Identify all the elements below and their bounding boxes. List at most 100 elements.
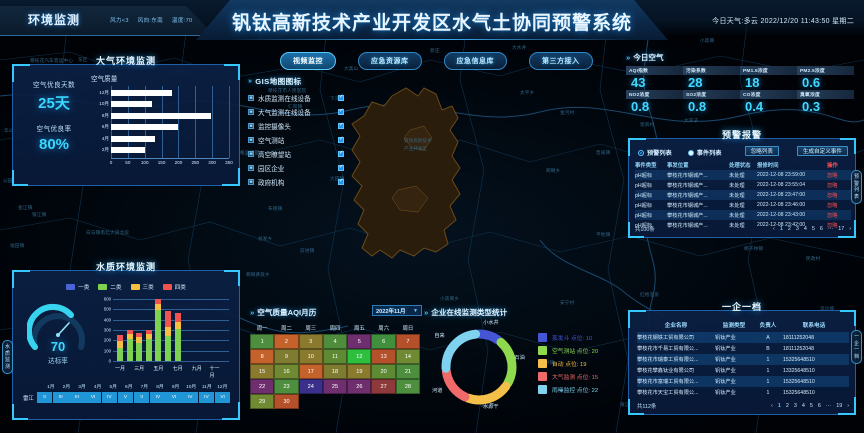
center-tab-2[interactable]: 应急信息库	[443, 52, 507, 70]
table-row[interactable]: 攀枝花市天宝工贸有限公... 钒钛产业 1 15325648510	[637, 387, 849, 398]
center-tab-0[interactable]: 视频监控	[280, 52, 336, 70]
calendar-day-10[interactable]: 10	[298, 349, 323, 364]
gis-item-5[interactable]: ▣ 园区企业	[248, 161, 344, 175]
calendar-day-26[interactable]: 26	[347, 379, 372, 394]
radio-warning-list[interactable]: 预警列表	[638, 148, 672, 157]
ignore-link[interactable]: 忽略	[827, 212, 838, 219]
calendar-day-16[interactable]: 16	[274, 364, 299, 379]
page-6[interactable]: 6	[819, 226, 823, 232]
calendar-day-2[interactable]: 2	[274, 334, 299, 349]
map-label: 红格温泉	[640, 292, 660, 297]
calendar-day-30[interactable]: 30	[274, 394, 299, 409]
calendar-day-21[interactable]: 21	[395, 364, 421, 379]
create-custom-event-button[interactable]: 生成自定义事件	[796, 146, 848, 156]
radio-event-list[interactable]: 事件列表	[687, 148, 722, 157]
calendar-day-20[interactable]: 20	[371, 364, 396, 379]
gis-item-2[interactable]: ▣ 监控摄像头	[248, 119, 344, 133]
table-row[interactable]: pH超标 攀枝花市钢城产... 未处理 2022-12-08 23:59:00 忽略	[635, 170, 851, 180]
table-row[interactable]: pH超标 攀枝花市钢城产... 未处理 2022-12-08 23:42:00 忽略	[635, 220, 851, 230]
table-row[interactable]: 攀枝花市富瑞工贸有限公... 钒钛产业 1 15325648510	[637, 376, 849, 387]
calendar-day-6[interactable]: 6	[371, 334, 396, 349]
calendar-day-18[interactable]: 18	[322, 364, 348, 379]
ignore-link[interactable]: 忽略	[827, 202, 838, 209]
page-2[interactable]: 2	[787, 226, 791, 232]
calendar-day-15[interactable]: 15	[250, 364, 275, 379]
table-row[interactable]: 攀枝花市千易工贸有限公... 钒钛产业 B 18111252048	[637, 343, 849, 354]
checkbox-icon[interactable]	[338, 150, 344, 157]
calendar-day-9[interactable]: 9	[274, 349, 299, 364]
center-tab-1[interactable]: 应急资源库	[358, 52, 422, 70]
calendar-day-28[interactable]: 28	[395, 379, 421, 394]
air-panel-title: 大气环境监测	[95, 56, 156, 66]
checkbox-icon[interactable]	[338, 136, 344, 143]
page-···[interactable]: ···	[827, 226, 834, 232]
page-5[interactable]: 5	[811, 226, 815, 232]
page-2[interactable]: 2	[785, 403, 789, 409]
gis-item-3[interactable]: ▣ 空气测站	[248, 133, 344, 147]
calendar-day-4[interactable]: 4	[322, 334, 348, 349]
checkbox-icon[interactable]	[338, 94, 344, 101]
page-4[interactable]: 4	[801, 403, 805, 409]
page-···[interactable]: ···	[825, 403, 832, 409]
chevron-right-icon: »	[250, 308, 255, 317]
river-grade-cell-3: VI	[85, 392, 101, 403]
page-3[interactable]: 3	[795, 226, 799, 232]
ignore-link[interactable]: 忽略	[827, 182, 838, 189]
gis-item-1[interactable]: ▣ 大气监测在线设备	[248, 105, 344, 119]
calendar-day-3[interactable]: 3	[298, 334, 323, 349]
calendar-day-14[interactable]: 14	[395, 349, 421, 364]
month-select[interactable]: 2022年11月 ▼	[372, 305, 422, 316]
air-metric-6: CO浓度 0.4	[740, 90, 797, 114]
page-3[interactable]: 3	[793, 403, 797, 409]
center-tab-3[interactable]: 第三方接入	[529, 52, 593, 70]
calendar-day-23[interactable]: 23	[274, 379, 299, 394]
page-4[interactable]: 4	[803, 226, 807, 232]
table-row[interactable]: pH超标 攀枝花市钢城产... 未处理 2022-12-08 23:55:04 忽略	[635, 180, 851, 190]
table-row[interactable]: 攀枝花钢铁工贸有限公司 钒钛产业 A 18111252048	[637, 332, 849, 343]
metric-value-6: 0.4	[745, 99, 764, 114]
calendar-day-27[interactable]: 27	[371, 379, 396, 394]
checkbox-icon[interactable]	[338, 108, 344, 115]
side-tab-water[interactable]: 水质监测	[2, 340, 13, 374]
calendar-day-5[interactable]: 5	[347, 334, 372, 349]
gis-item-6[interactable]: ▣ 政府机构	[248, 175, 344, 189]
page-6[interactable]: 6	[817, 403, 821, 409]
table-row[interactable]: 攀枝花攀鑫钛业有限公司 钒钛产业 1 13325648510	[637, 365, 849, 376]
ignore-link[interactable]: 忽略	[827, 172, 838, 179]
calendar-day-29[interactable]: 29	[250, 394, 275, 409]
ignore-list-button[interactable]: 忽略列表	[744, 146, 779, 156]
ignore-link[interactable]: 忽略	[827, 192, 838, 199]
calendar-day-19[interactable]: 19	[347, 364, 372, 379]
calendar-day-22[interactable]: 22	[250, 379, 275, 394]
table-row[interactable]: pH超标 攀枝花市钢城产... 未处理 2022-12-08 23:43:00 忽略	[635, 210, 851, 220]
side-tab-warning[interactable]: 预警列表	[851, 170, 862, 204]
calendar-day-24[interactable]: 24	[298, 379, 323, 394]
calendar-day-12[interactable]: 12	[347, 349, 372, 364]
gis-item-4[interactable]: ▣ 高空瞭望站	[248, 147, 344, 161]
table-row[interactable]: pH超标 攀枝花市钢城产... 未处理 2022-12-08 23:47:00 忽略	[635, 190, 851, 200]
gis-item-0[interactable]: ▣ 水质监测在线设备	[248, 91, 344, 105]
calendar-day-25[interactable]: 25	[322, 379, 348, 394]
checkbox-icon[interactable]	[338, 164, 344, 171]
page-1[interactable]: 1	[777, 403, 781, 409]
calendar-day-7[interactable]: 7	[395, 334, 421, 349]
calendar-day-13[interactable]: 13	[371, 349, 396, 364]
river-grade-cell-7: IV	[150, 392, 166, 403]
page-17[interactable]: 17	[838, 226, 845, 232]
calendar-day-8[interactable]: 8	[250, 349, 275, 364]
page-1[interactable]: 1	[779, 226, 783, 232]
calendar-day-1[interactable]: 1	[250, 334, 275, 349]
ignore-link[interactable]: 忽略	[827, 222, 838, 229]
checkbox-icon[interactable]	[338, 122, 344, 129]
firm-cell-1: 钒钛产业	[715, 368, 736, 374]
table-row[interactable]: 攀枝花市瑞泰工贸有限公... 钒钛产业 1 15325648510	[637, 354, 849, 365]
page-19[interactable]: 19	[836, 403, 843, 409]
firm-col-2: 负责人	[759, 323, 777, 329]
checkbox-icon[interactable]	[338, 178, 344, 185]
gis-tree-header[interactable]: » GIS地图图标	[248, 76, 344, 87]
table-row[interactable]: pH超标 攀枝花市钢城产... 未处理 2022-12-08 23:46:00 忽略	[635, 200, 851, 210]
calendar-day-11[interactable]: 11	[322, 349, 348, 364]
page-5[interactable]: 5	[809, 403, 813, 409]
calendar-day-17[interactable]: 17	[298, 364, 323, 379]
side-tab-firm[interactable]: 一企一档	[851, 330, 862, 364]
